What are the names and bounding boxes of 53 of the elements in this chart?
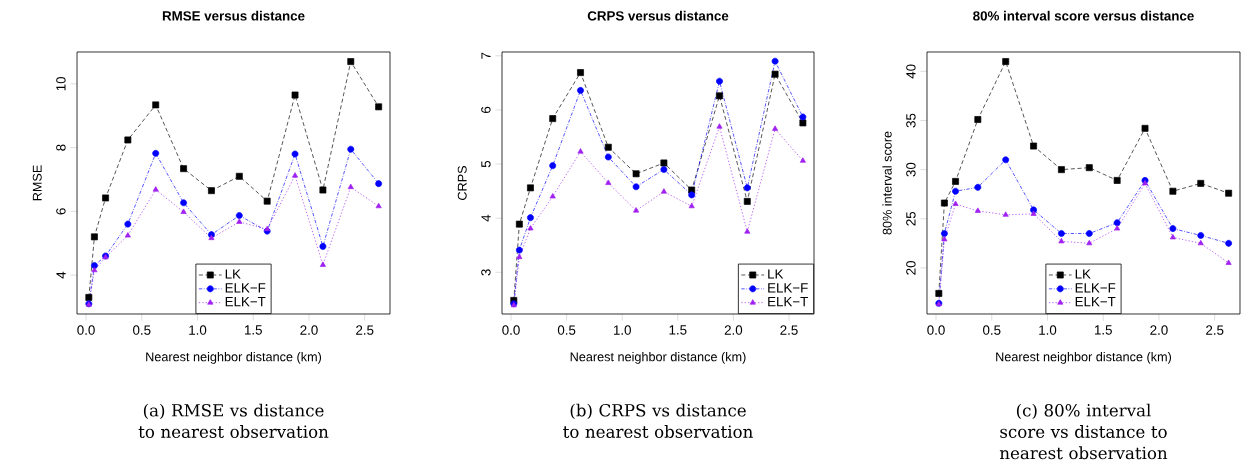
y-tick-label: 4 — [56, 271, 66, 279]
y-tick-label: 6 — [481, 106, 491, 114]
text: (a) RMSE vs distance to nearest observation — [138, 403, 329, 439]
legend-label: ELK−T — [225, 297, 266, 307]
x-tick-label: 1.0 — [613, 325, 631, 335]
legend-label: ELK−F — [225, 283, 266, 293]
x-tick-label: 1.5 — [1094, 325, 1112, 335]
chart-title: CRPS versus distance — [587, 10, 729, 21]
legend-label: ELK−F — [768, 283, 808, 293]
x-tick-label: 1.5 — [245, 325, 262, 335]
text: (c) 80% interval score vs distance to nearest observation — [999, 403, 1168, 460]
y-tick-label: 5 — [481, 161, 491, 168]
chart-title: RMSE versus distance — [162, 10, 305, 21]
y-tick-label: 6 — [56, 208, 66, 215]
text: (b) CRPS vs distance to nearest observation — [563, 403, 753, 439]
legend-label: LK — [768, 269, 784, 279]
x-axis-title: Nearest neighbor distance (km) — [996, 352, 1172, 364]
y-tick-label: 10 — [56, 77, 66, 91]
legend-label: ELK−T — [1075, 297, 1116, 307]
x-axis-title: Nearest neighbor distance (km) — [146, 352, 322, 364]
x-tick-label: 0.0 — [927, 325, 945, 335]
y-tick-label: 35 — [906, 113, 916, 128]
x-tick-label: 0.5 — [557, 325, 576, 335]
y-tick-label: 4 — [481, 215, 491, 222]
legend-label: ELK−F — [1075, 283, 1116, 293]
legend-label: LK — [1075, 269, 1091, 279]
x-axis-title: Nearest neighbor distance (km) — [570, 352, 746, 364]
x-tick-label: 2.5 — [1206, 325, 1224, 335]
y-axis-title: CRPS — [457, 166, 467, 201]
legend-label: ELK−T — [768, 297, 808, 307]
y-axis-title: RMSE — [32, 165, 42, 201]
legend-label: LK — [225, 269, 241, 279]
y-tick-label: 40 — [906, 64, 916, 79]
x-tick-label: 2.0 — [300, 325, 318, 335]
y-axis-title: 80% interval score — [882, 131, 892, 235]
x-tick-label: 2.5 — [356, 325, 374, 335]
y-tick-label: 3 — [481, 269, 491, 276]
x-tick-label: 1.5 — [669, 325, 687, 335]
y-tick-label: 30 — [906, 162, 916, 177]
y-tick-label: 25 — [906, 212, 916, 226]
y-tick-label: 8 — [56, 144, 66, 151]
y-tick-label: 7 — [481, 52, 491, 59]
x-tick-label: 0.5 — [133, 325, 151, 335]
x-tick-label: 0.5 — [983, 325, 1001, 335]
x-tick-label: 0.0 — [77, 325, 95, 335]
x-tick-label: 1.0 — [189, 325, 207, 335]
chart-title: 80% interval score versus distance — [973, 10, 1194, 21]
x-tick-label: 0.0 — [502, 325, 520, 335]
x-tick-label: 2.5 — [780, 325, 798, 335]
y-tick-label: 20 — [906, 261, 916, 275]
x-tick-label: 2.0 — [1150, 325, 1168, 335]
x-tick-label: 2.0 — [724, 325, 743, 335]
x-tick-label: 1.0 — [1039, 325, 1057, 335]
